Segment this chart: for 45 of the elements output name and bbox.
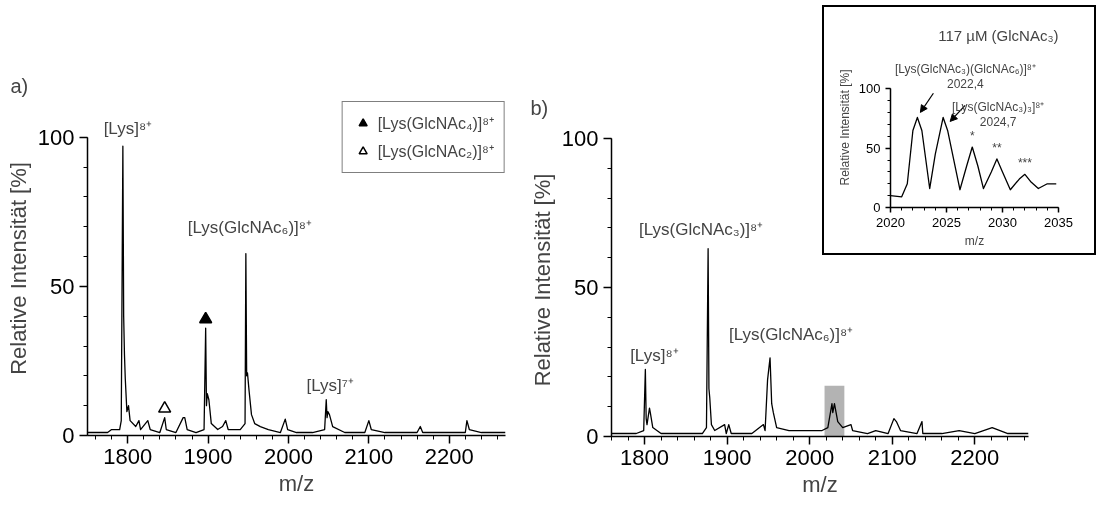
annotation: [Lys(GlcNAc₆)]⁸⁺ bbox=[728, 324, 854, 344]
x-tick-label: 2100 bbox=[344, 443, 394, 469]
chart-title: b) bbox=[530, 96, 549, 119]
chart-title: 117 µM (GlcNAc₃) bbox=[938, 26, 1059, 44]
x-tick-label: 1800 bbox=[103, 443, 153, 469]
y-tick-label: 100 bbox=[858, 81, 881, 97]
x-tick-label: 2000 bbox=[263, 443, 313, 469]
x-tick-label: 2100 bbox=[867, 444, 917, 470]
annotation: [Lys]⁸⁺ bbox=[630, 346, 679, 366]
x-tick-label: 1900 bbox=[702, 444, 752, 470]
annotation: [Lys(GlcNAc₃)]⁸⁺ bbox=[638, 219, 764, 239]
annotation: [Lys(GlcNAc₃)(GlcNAc₆)]⁸⁺ 2022,4 bbox=[894, 62, 1036, 92]
x-axis-title: m/z bbox=[278, 470, 315, 496]
annotation: [Lys(GlcNAc₆)]⁸⁺ bbox=[187, 217, 312, 237]
annotation: *** bbox=[1017, 156, 1033, 171]
y-tick-label: 50 bbox=[50, 273, 75, 299]
legend-label: [Lys(GlcNAc₄)]⁸⁺ bbox=[377, 114, 494, 134]
y-tick-label: 100 bbox=[37, 124, 75, 150]
annotation: [Lys]⁷⁺ bbox=[306, 375, 354, 395]
annotation: ** bbox=[992, 140, 1002, 155]
x-tick-label: 1800 bbox=[620, 444, 670, 470]
y-tick-label: 0 bbox=[586, 424, 599, 449]
y-tick-label: 50 bbox=[574, 274, 599, 300]
x-tick-label: 2200 bbox=[424, 443, 474, 469]
x-tick-label: 2035 bbox=[1044, 214, 1073, 230]
x-tick-label: 2020 bbox=[876, 214, 905, 230]
y-axis-title: Relative Intensität [%] bbox=[5, 162, 31, 375]
chart-title: a) bbox=[10, 74, 29, 97]
annotation: [Lys]⁸⁺ bbox=[103, 119, 153, 139]
annotation: * bbox=[969, 129, 975, 144]
y-tick-label: 0 bbox=[62, 423, 75, 448]
x-axis-title: m/z bbox=[964, 233, 985, 248]
x-tick-label: 2200 bbox=[950, 444, 1000, 470]
annotation: [Lys(GlcNAc₃)₃]⁸⁺ 2024,7 bbox=[951, 100, 1045, 130]
y-tick-label: 50 bbox=[866, 140, 881, 156]
x-tick-label: 2025 bbox=[932, 214, 961, 230]
y-axis-title: Relative Intensität [%] bbox=[529, 173, 555, 387]
legend-label: [Lys(GlcNAc₂)]⁸⁺ bbox=[377, 142, 494, 162]
y-axis-title: Relative Intensität [%] bbox=[837, 69, 852, 186]
x-tick-label: 1900 bbox=[183, 443, 233, 469]
x-tick-label: 2000 bbox=[785, 444, 835, 470]
y-tick-label: 0 bbox=[873, 200, 881, 215]
y-tick-label: 100 bbox=[561, 125, 599, 151]
x-tick-label: 2030 bbox=[988, 214, 1017, 230]
x-axis-title: m/z bbox=[802, 471, 838, 497]
